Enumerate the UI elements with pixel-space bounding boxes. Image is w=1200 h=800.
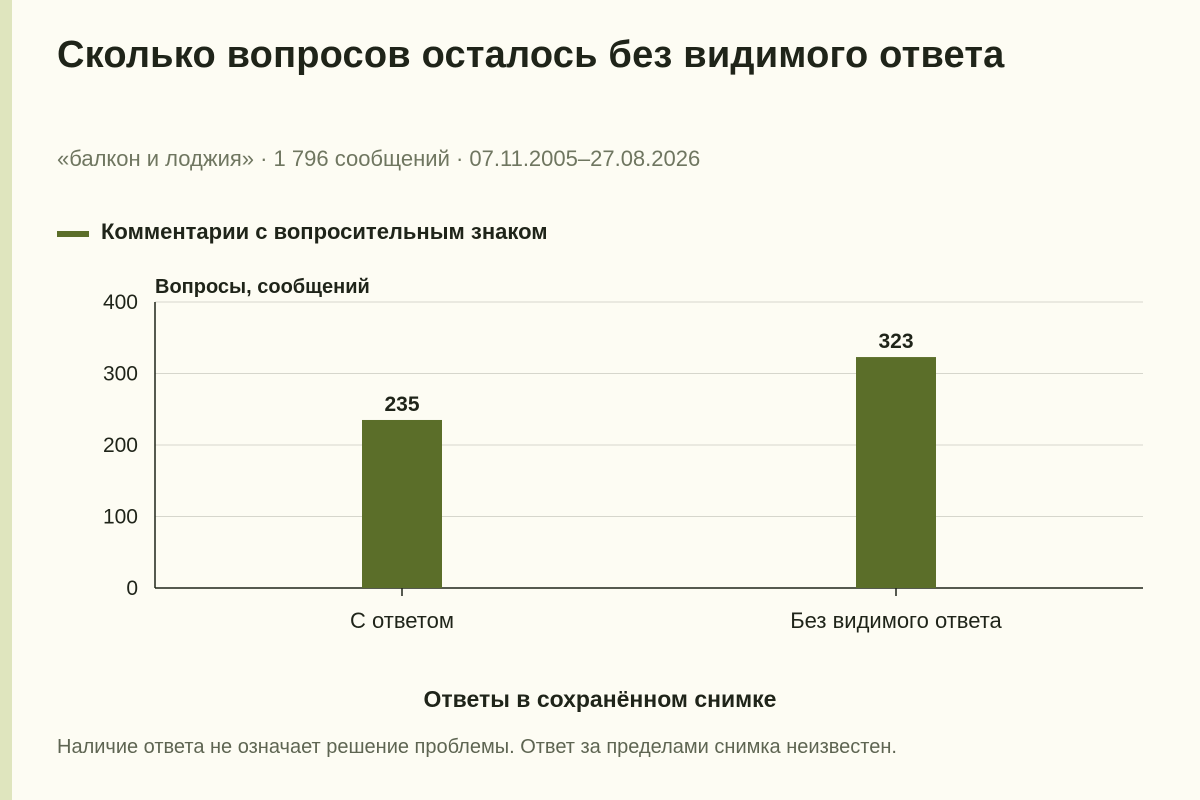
x-tick-label: С ответом xyxy=(350,608,454,633)
y-tick-label: 0 xyxy=(126,577,138,600)
y-axis-label: Вопросы, сообщений xyxy=(155,276,370,298)
y-tick-label: 100 xyxy=(103,506,138,529)
footnote: Наличие ответа не означает решение пробл… xyxy=(57,736,897,758)
chart-subtitle: «балкон и лоджия» · 1 796 сообщений · 07… xyxy=(57,146,701,171)
legend: Комментарии с вопросительным знаком xyxy=(57,219,548,245)
bar xyxy=(856,357,936,588)
legend-label: Комментарии с вопросительным знаком xyxy=(101,219,548,244)
x-tick-label: Без видимого ответа xyxy=(790,608,1002,633)
chart-title: Сколько вопросов осталось без видимого о… xyxy=(57,34,1005,76)
bar-value-label: 323 xyxy=(878,330,913,353)
legend-swatch xyxy=(57,230,89,237)
y-tick-label: 200 xyxy=(103,434,138,457)
left-accent-stripe xyxy=(0,0,12,800)
bar-value-label: 235 xyxy=(384,393,419,416)
x-axis-label: Ответы в сохранённом снимке xyxy=(423,686,777,712)
bar xyxy=(362,419,442,588)
y-tick-label: 400 xyxy=(103,291,138,314)
y-tick-label: 300 xyxy=(103,363,138,386)
